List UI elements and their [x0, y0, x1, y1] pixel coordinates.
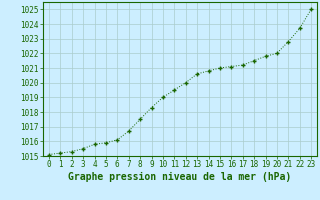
- X-axis label: Graphe pression niveau de la mer (hPa): Graphe pression niveau de la mer (hPa): [68, 172, 292, 182]
